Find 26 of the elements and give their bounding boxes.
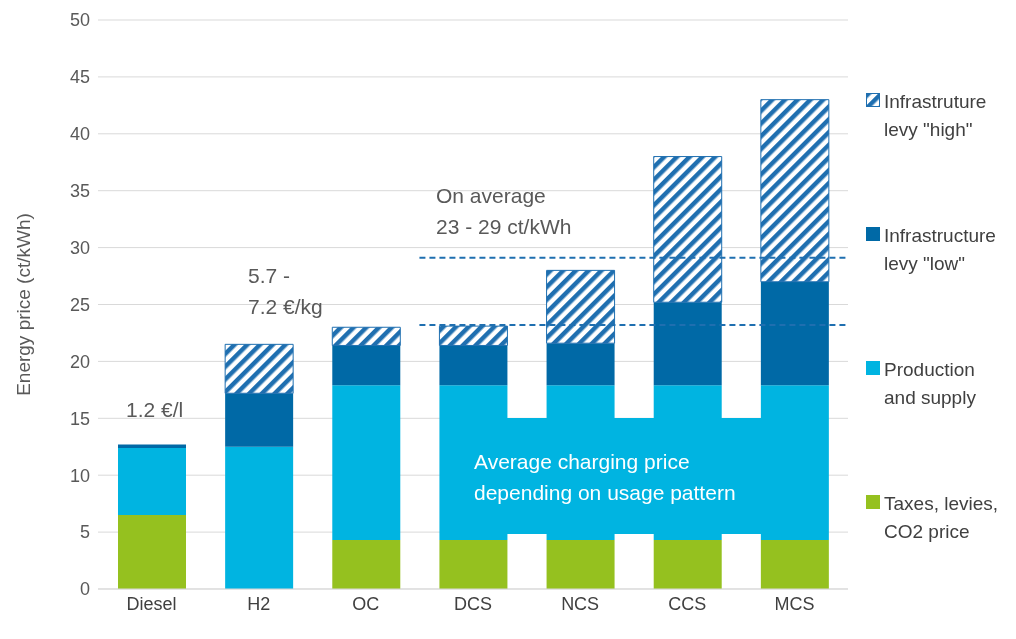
legend-label: Infrastruture levy "high" [884,90,988,142]
x-tick-label: NCS [561,593,600,614]
x-tick-label: OC [352,593,380,614]
y-tick-label: 15 [69,408,90,429]
x-tick-label: MCS [774,593,815,614]
x-tick-label: DCS [453,593,493,614]
y-tick-label: 35 [69,181,90,202]
y-tick-label: 50 [69,10,90,31]
y-tick-label: 0 [79,579,90,600]
y-tick-label: 45 [69,67,90,88]
legend-label: Production and supply [884,358,977,410]
annotation: On average 23 - 29 ct/kWh [436,183,572,240]
y-tick-label: 5 [79,522,90,543]
x-tick-label: Diesel [126,593,177,614]
y-tick-label: 30 [69,237,90,258]
y-tick-label: 10 [69,465,90,486]
y-tick-label: 40 [69,124,90,145]
legend-label: Taxes, levies, CO2 price [884,492,1000,544]
annotation: 5.7 - 7.2 €/kg [248,263,323,320]
y-axis-title: Energy price (ct/kWh) [12,213,34,396]
y-tick-label: 20 [69,351,90,372]
x-tick-label: CCS [668,593,707,614]
legend-label: Infrastructure levy "low" [884,224,997,276]
x-tick-label: H2 [247,593,271,614]
y-tick-label: 25 [69,294,90,315]
annotation: 1.2 €/l [126,397,184,423]
